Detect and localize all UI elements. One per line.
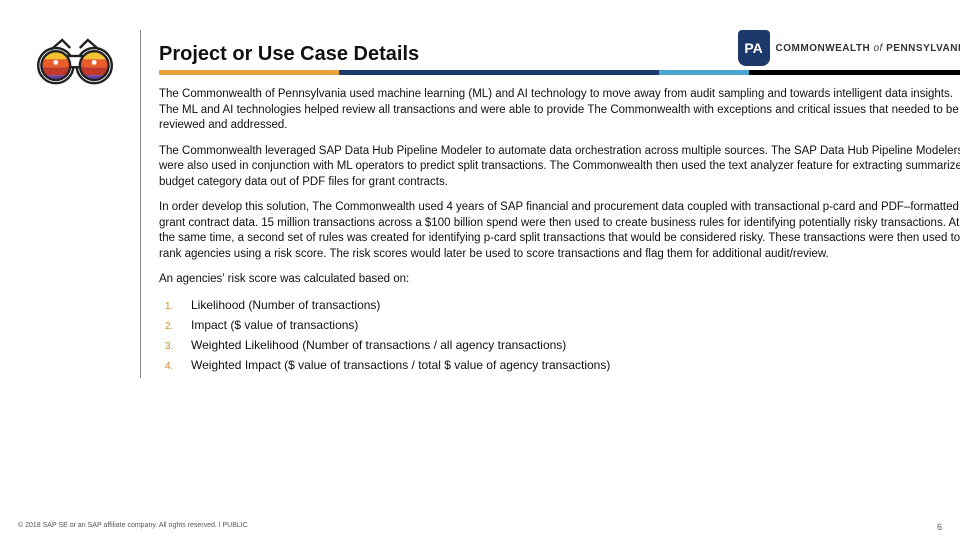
list-item-number: 1. bbox=[165, 301, 177, 312]
body-text: The Commonwealth of Pennsylvania used ma… bbox=[159, 87, 960, 288]
page-number: 6 bbox=[937, 522, 942, 532]
page-title: Project or Use Case Details bbox=[159, 43, 419, 66]
list-item: 2. Impact ($ value of transactions) bbox=[165, 318, 960, 332]
icon-column bbox=[30, 30, 120, 378]
list-item-number: 4. bbox=[165, 361, 177, 372]
body-paragraph: In order develop this solution, The Comm… bbox=[159, 200, 960, 262]
list-item-number: 2. bbox=[165, 321, 177, 332]
list-item-number: 3. bbox=[165, 341, 177, 352]
list-item-label: Impact ($ value of transactions) bbox=[191, 318, 358, 332]
list-item: 4. Weighted Impact ($ value of transactio… bbox=[165, 358, 960, 372]
pa-logo: PA COMMONWEALTH of PENNSYLVANIA bbox=[738, 30, 960, 66]
header-row: Project or Use Case Details PA COMMONWEA… bbox=[159, 30, 960, 66]
color-bar-segment bbox=[659, 70, 749, 75]
slide-body: Project or Use Case Details PA COMMONWEA… bbox=[0, 0, 960, 378]
body-paragraph: An agencies' risk score was calculated b… bbox=[159, 272, 960, 288]
accent-color-bar bbox=[159, 70, 960, 75]
risk-score-list: 1. Likelihood (Number of transactions) 2. I… bbox=[159, 298, 960, 372]
color-bar-segment bbox=[749, 70, 960, 75]
list-item-label: Likelihood (Number of transactions) bbox=[191, 298, 380, 312]
pa-shield-icon: PA bbox=[738, 30, 770, 66]
list-item: 1. Likelihood (Number of transactions) bbox=[165, 298, 960, 312]
color-bar-segment bbox=[159, 70, 339, 75]
binoculars-icon bbox=[35, 30, 115, 90]
list-item-label: Weighted Likelihood (Number of transacti… bbox=[191, 338, 566, 352]
footer: © 2018 SAP SE or an SAP affiliate compan… bbox=[18, 522, 942, 532]
body-paragraph: The Commonwealth leveraged SAP Data Hub … bbox=[159, 144, 960, 191]
copyright-text: © 2018 SAP SE or an SAP affiliate compan… bbox=[18, 522, 248, 532]
content-column: Project or Use Case Details PA COMMONWEA… bbox=[140, 30, 960, 378]
pa-logo-text: COMMONWEALTH of PENNSYLVANIA bbox=[776, 43, 960, 54]
color-bar-segment bbox=[339, 70, 659, 75]
list-item-label: Weighted Impact ($ value of transactions… bbox=[191, 358, 610, 372]
body-paragraph: The Commonwealth of Pennsylvania used ma… bbox=[159, 87, 960, 134]
list-item: 3. Weighted Likelihood (Number of transac… bbox=[165, 338, 960, 352]
